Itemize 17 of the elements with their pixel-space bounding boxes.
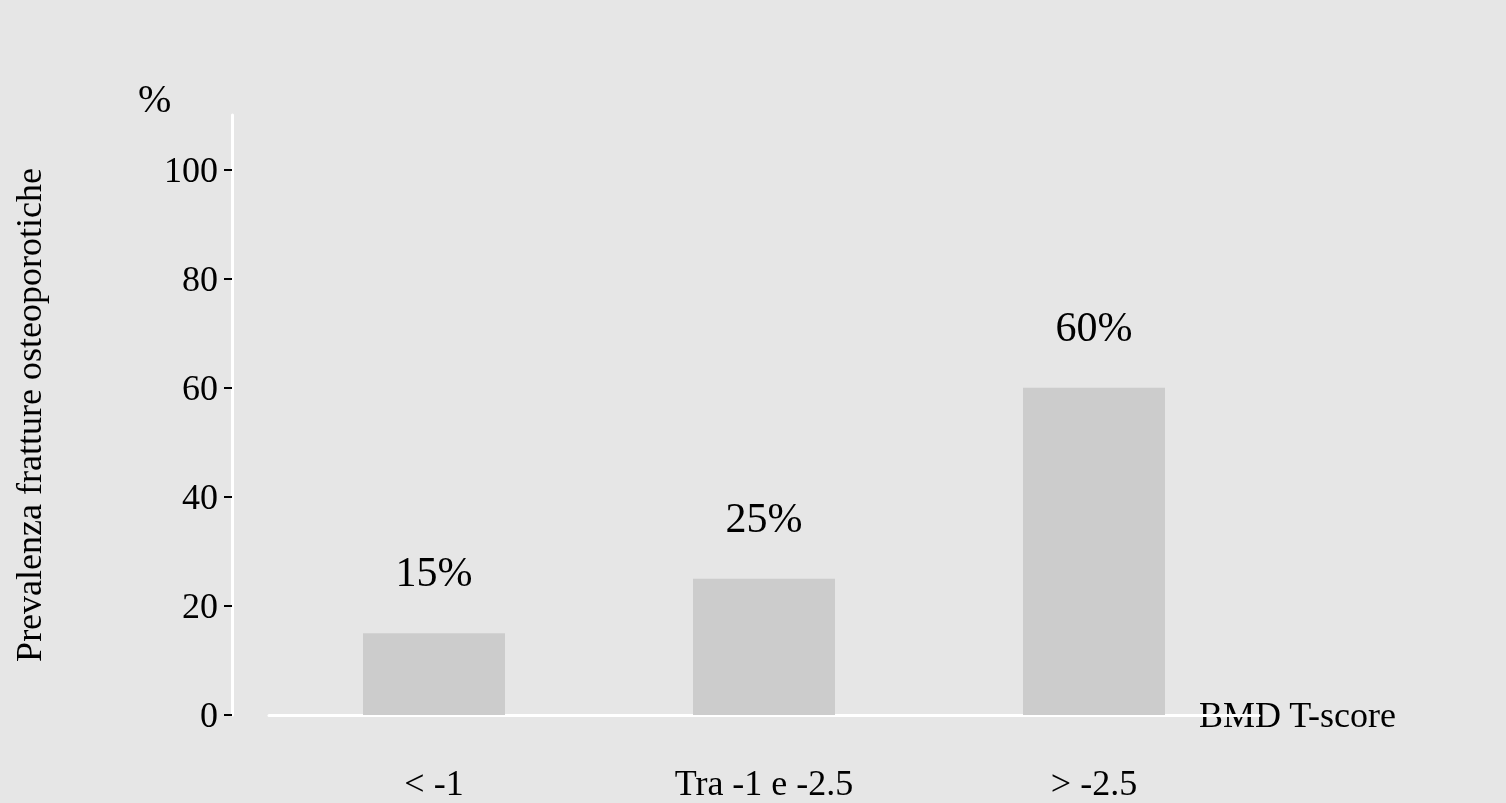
data-label: 60% [1055, 303, 1133, 350]
y-tick-label: 100 [164, 149, 218, 190]
bar [1023, 387, 1165, 715]
text: % [138, 75, 172, 121]
y-tick-label: 60 [182, 367, 218, 408]
y-tick-label: 20 [182, 585, 218, 626]
y-axis-title: Prevalenza fratture osteoporotiche [9, 168, 49, 662]
x-tick-label: < -1 [404, 763, 464, 803]
data-label: 15% [395, 549, 473, 596]
x-tick-label: > -2.5 [1050, 763, 1138, 803]
x-tick-label: Tra -1 e -2.5 [674, 763, 854, 803]
y-tick-label: 0 [200, 695, 218, 735]
bar [693, 578, 835, 715]
y-tick-label: 80 [182, 258, 218, 299]
y-tick-label: 40 [182, 476, 218, 517]
data-label: 25% [725, 494, 803, 541]
bar [363, 633, 505, 715]
